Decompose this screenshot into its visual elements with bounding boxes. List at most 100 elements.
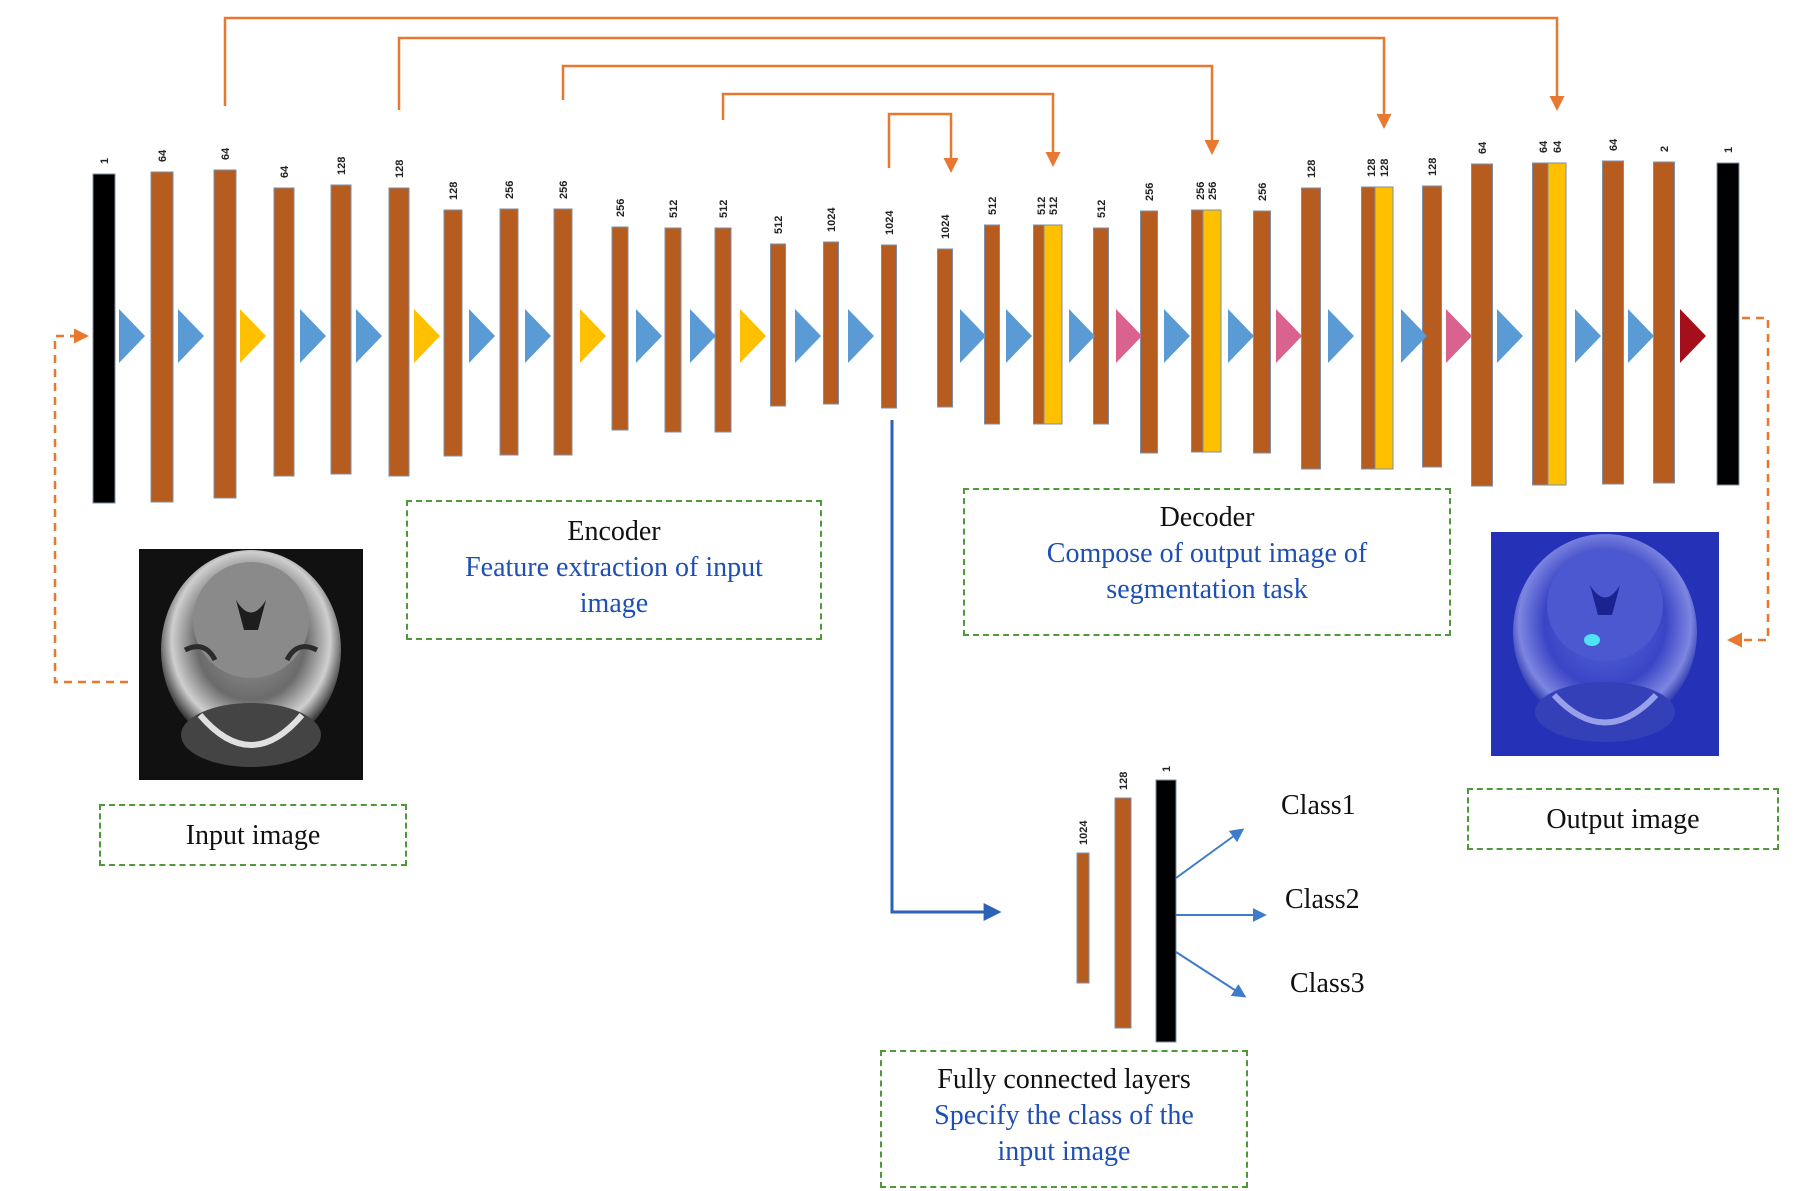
decoder-layer: [984, 224, 1000, 425]
conv-arrow: [636, 309, 662, 363]
encoder-layer: [330, 184, 352, 475]
conv-arrow: [1401, 309, 1427, 363]
decoder-concat-layer: [1043, 224, 1063, 425]
segmentation-mask: [1584, 634, 1600, 646]
class2-label: Class2: [1285, 884, 1360, 915]
conv-arrow: [795, 309, 821, 363]
class3-arrow: [1175, 951, 1247, 998]
final-conv-arrow: [1680, 309, 1706, 363]
encoder-layer-label: 128: [336, 157, 348, 175]
encoder-box: Encoder Feature extraction of input imag…: [406, 500, 822, 640]
decoder-layer-label: 128: [1427, 158, 1439, 176]
pool-arrow: [240, 309, 266, 363]
input-image-title: Input image: [185, 820, 321, 851]
network-layers: [92, 160, 1740, 1043]
conv-arrow: [469, 309, 495, 363]
encoder-layer: [213, 169, 237, 499]
upconv-arrow: [1116, 309, 1142, 363]
output-image: [1491, 532, 1719, 756]
encoder-layer: [714, 227, 732, 433]
encoder-layer: [823, 241, 839, 405]
encoder-layer-label: 1024: [884, 210, 896, 235]
output-connector: [1727, 316, 1770, 648]
conv-arrow: [356, 309, 382, 363]
encoder-title: Encoder: [567, 516, 661, 547]
decoder-concat-label: 64: [1552, 140, 1564, 153]
conv-arrow: [1164, 309, 1190, 363]
decoder-concat-layer: [1547, 162, 1567, 486]
conv-arrow: [1575, 309, 1601, 363]
decoder-layer: [1301, 187, 1321, 470]
decoder-layer-label: 512: [987, 197, 999, 215]
decoder-layer-label: 128: [1306, 160, 1318, 178]
fc-layer-label: 128: [1118, 772, 1130, 790]
conv-arrow: [525, 309, 551, 363]
encoder-layer-label: 256: [615, 199, 627, 217]
encoder-layer: [770, 243, 786, 407]
operation-arrows: [119, 309, 1706, 363]
fc-layer: [1155, 779, 1177, 1043]
encoder-layer-label: 512: [718, 200, 730, 218]
decoder-layer: [1422, 185, 1442, 468]
fc-layer-label: 1024: [1078, 820, 1090, 845]
decoder-layer-label: 64: [1608, 138, 1620, 151]
encoder-layer: [388, 187, 410, 477]
decoder-layer-label: 256: [1195, 182, 1207, 200]
class1-arrow: [1175, 828, 1245, 879]
conv-arrow: [1069, 309, 1095, 363]
decoder-layer-label: 256: [1257, 183, 1269, 201]
encoder-layer-label: 256: [504, 181, 516, 199]
input-image: [139, 549, 363, 780]
conv-arrow: [1006, 309, 1032, 363]
pool-arrow: [740, 309, 766, 363]
skip-connection-arrow: [887, 112, 959, 173]
fc-box: Fully connected layers Specify the class…: [880, 1050, 1248, 1188]
conv-arrow: [178, 309, 204, 363]
conv-arrow: [1497, 309, 1523, 363]
decoder-box: Decoder Compose of output image of segme…: [963, 488, 1451, 636]
decoder-concat-layer: [1374, 186, 1394, 470]
decoder-layer: [1140, 210, 1158, 454]
upconv-arrow: [1276, 309, 1302, 363]
decoder-layer: [1653, 161, 1675, 484]
encoder-layer-label: 128: [394, 160, 406, 178]
skip-connection-arrow: [223, 16, 1565, 111]
encoder-layer-label: 128: [448, 182, 460, 200]
output-image-title: Output image: [1546, 804, 1700, 835]
encoder-layer-label: 512: [668, 200, 680, 218]
decoder-layer-label: 64: [1477, 141, 1489, 154]
encoder-layer: [150, 171, 174, 503]
decoder-concat-label: 512: [1048, 197, 1060, 215]
conv-arrow: [1228, 309, 1254, 363]
skip-connections: [223, 16, 1565, 173]
conv-arrow: [300, 309, 326, 363]
encoder-layer: [611, 226, 629, 431]
input-image-box: Input image: [99, 804, 407, 866]
decoder-layer: [937, 248, 953, 408]
class1-label: Class1: [1281, 790, 1356, 821]
fc-layer: [1114, 797, 1132, 1029]
skip-connection-arrow: [397, 36, 1392, 129]
decoder-concat-layer: [1202, 209, 1222, 453]
encoder-layer-label: 64: [279, 165, 291, 178]
decoder-layer: [1253, 210, 1271, 454]
decoder-concat-label: 256: [1207, 182, 1219, 200]
fc-subtitle: Specify the class of the input image: [934, 1100, 1194, 1167]
decoder-layer: [1716, 162, 1740, 486]
output-image-box: Output image: [1467, 788, 1779, 850]
upconv-arrow: [1446, 309, 1472, 363]
encoder-layer: [443, 209, 463, 457]
encoder-layer: [553, 208, 573, 456]
decoder-layer-label: 1024: [940, 214, 952, 239]
class3-label: Class3: [1290, 968, 1365, 999]
decoder-title: Decoder: [1159, 502, 1255, 533]
encoder-layer-label: 1024: [826, 207, 838, 232]
encoder-layer: [664, 227, 682, 433]
decoder-layer-label: 64: [1538, 140, 1550, 153]
decoder-layer: [1602, 160, 1624, 485]
conv-arrow: [1628, 309, 1654, 363]
fc-layer-label: 1: [1161, 766, 1173, 772]
decoder-layer-label: 128: [1366, 159, 1378, 177]
fc-layer: [1076, 852, 1090, 984]
